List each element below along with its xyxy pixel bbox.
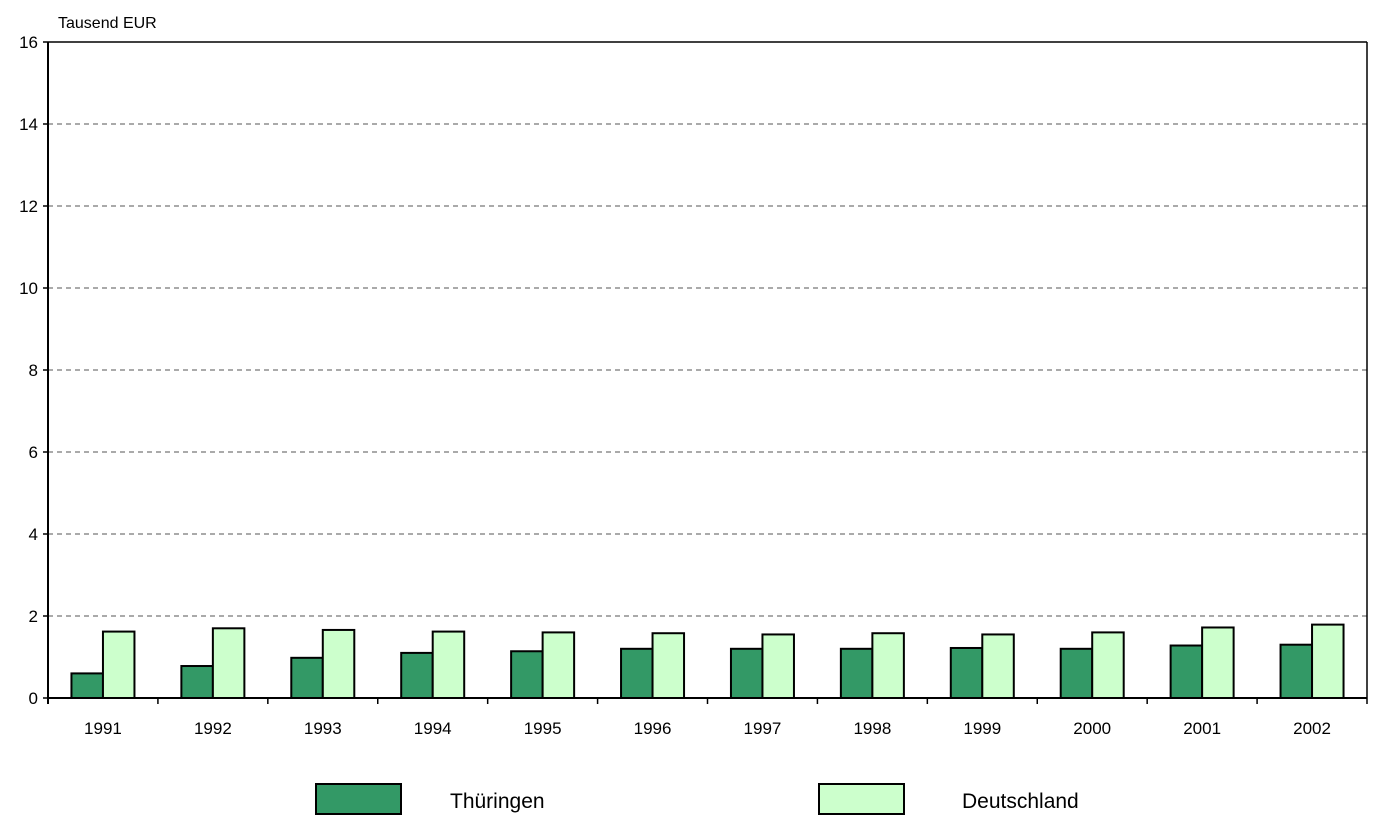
y-tick-label: 6: [29, 443, 38, 462]
bar-thueringen: [180, 665, 214, 700]
bar-deutschland: [761, 633, 795, 700]
bars: [70, 623, 1345, 700]
x-tick-label: 2002: [1293, 719, 1331, 738]
y-tick-label: 4: [29, 525, 38, 544]
x-tick-label: 1996: [634, 719, 672, 738]
legend: Thüringen Deutschland: [315, 783, 1079, 815]
bar-thueringen: [949, 646, 984, 699]
bar-deutschland: [1311, 623, 1345, 699]
bar-thueringen: [510, 650, 544, 700]
bar-deutschland: [211, 627, 246, 699]
bar-deutschland: [1091, 631, 1125, 700]
y-axis-unit-label: Tausend EUR: [58, 15, 157, 32]
x-tick-label: 1994: [414, 719, 452, 738]
y-tick-label: 12: [19, 197, 38, 216]
legend-label-thueringen: Thüringen: [450, 790, 545, 813]
y-tick-label: 14: [19, 115, 38, 134]
bar-deutschland: [1201, 626, 1235, 699]
bar-deutschland: [321, 628, 356, 699]
bar-deutschland: [981, 633, 1015, 700]
y-tick-label: 2: [29, 607, 38, 626]
x-tick-label: 2000: [1073, 719, 1111, 738]
legend-swatch-thueringen: [315, 783, 402, 815]
bar-deutschland: [871, 632, 905, 699]
legend-label-deutschland: Deutschland: [962, 790, 1079, 813]
x-tick-label: 1991: [84, 719, 122, 738]
bar-thueringen: [1169, 644, 1204, 700]
x-tick-label: 1995: [524, 719, 562, 738]
x-tick-label: 2001: [1183, 719, 1221, 738]
y-tick-label: 8: [29, 361, 38, 380]
bar-deutschland: [541, 631, 576, 700]
bar-thueringen: [290, 656, 324, 700]
bar-deutschland: [431, 630, 466, 700]
gridlines: [48, 41, 1367, 617]
x-tick-label: 1992: [194, 719, 232, 738]
axes: [47, 41, 1368, 704]
y-axis-ticks: 0 2 4 6 8 10 12 14 16: [19, 33, 48, 708]
x-tick-label: 1997: [744, 719, 782, 738]
legend-swatch-deutschland: [818, 783, 905, 815]
x-tick-label: 1998: [853, 719, 891, 738]
bar-thueringen: [1279, 643, 1314, 700]
bar-thueringen: [729, 647, 764, 699]
y-tick-label: 10: [19, 279, 38, 298]
x-axis-ticks: 1991 1992 1993 1994 1995 1996 1997 1998 1999 2000…: [84, 698, 1368, 738]
x-tick-label: 1999: [963, 719, 1001, 738]
bar-thueringen: [70, 672, 104, 700]
bar-thueringen: [620, 647, 654, 699]
y-tick-label: 0: [29, 689, 38, 708]
bar-thueringen: [839, 647, 874, 699]
bar-deutschland: [651, 632, 686, 699]
bar-deutschland: [101, 630, 136, 700]
x-tick-label: 1993: [304, 719, 342, 738]
y-tick-label: 16: [19, 33, 38, 52]
bar-thueringen: [1059, 647, 1094, 699]
bar-thueringen: [400, 651, 434, 700]
